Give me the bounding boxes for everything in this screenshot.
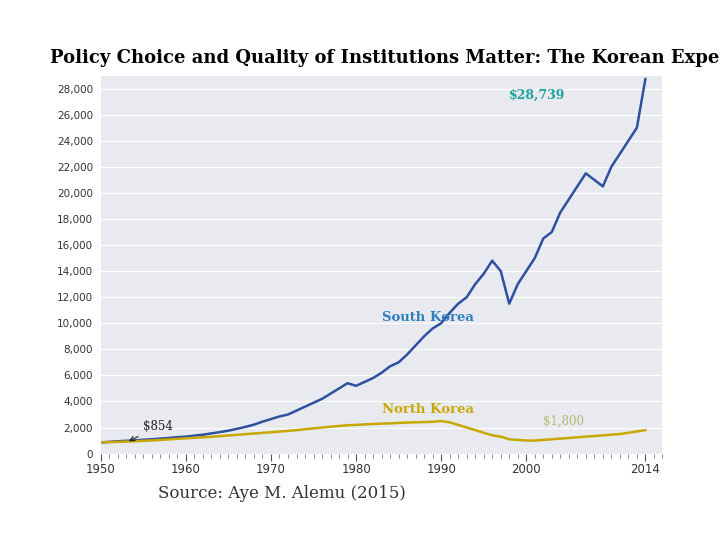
Text: Policy Choice and Quality of Institutions Matter: The Korean Experiment: Policy Choice and Quality of Institution…	[50, 49, 720, 66]
Text: $854: $854	[130, 420, 174, 441]
Text: South Korea: South Korea	[382, 310, 474, 323]
Text: $28,739: $28,739	[509, 89, 566, 102]
Text: Source: Aye M. Alemu (2015): Source: Aye M. Alemu (2015)	[158, 485, 406, 502]
Text: $1,800: $1,800	[544, 415, 584, 428]
Text: North Korea: North Korea	[382, 403, 474, 416]
